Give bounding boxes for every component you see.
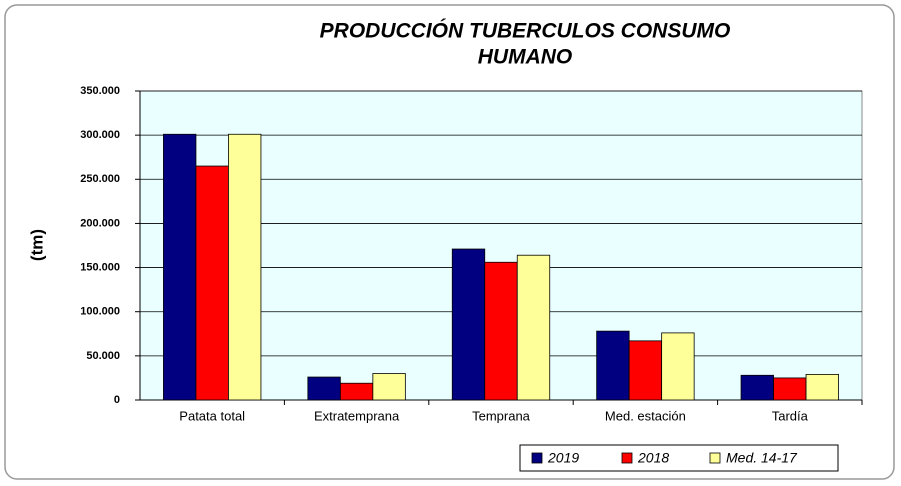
- bar: [661, 332, 695, 401]
- chart-title: HUMANO: [478, 46, 573, 69]
- x-tick-label: Patata total: [179, 408, 245, 423]
- legend-label: 2018: [637, 450, 669, 466]
- y-tick-label: 100.000: [80, 306, 120, 318]
- y-tick-label: 300.000: [80, 129, 120, 141]
- y-tick-label: 150.000: [80, 261, 120, 273]
- bar: [163, 133, 197, 401]
- bar: [372, 373, 406, 401]
- legend-swatch: [531, 452, 543, 464]
- legend-label: Med. 14-17: [726, 450, 798, 466]
- bar: [805, 373, 839, 401]
- legend-swatch: [621, 452, 633, 464]
- bar: [451, 248, 486, 401]
- y-tick-label: 50.000: [86, 350, 120, 362]
- bar: [773, 377, 807, 401]
- bar: [484, 261, 518, 401]
- bar: [228, 133, 262, 401]
- x-tick-label: Med. estación: [605, 408, 686, 423]
- y-tick-label: 250.000: [80, 173, 120, 185]
- y-tick-label: 200.000: [80, 217, 120, 229]
- y-tick-label: 350.000: [80, 85, 120, 97]
- y-tick-label: 0: [114, 394, 120, 406]
- bar: [516, 254, 551, 401]
- bar: [307, 376, 341, 401]
- y-axis-label: (tm): [27, 229, 46, 261]
- x-tick-label: Tardía: [772, 408, 809, 423]
- bar: [596, 330, 630, 401]
- bar: [740, 374, 774, 401]
- legend-swatch: [709, 452, 721, 464]
- bar: [339, 382, 374, 401]
- x-tick-label: Extratemprana: [314, 408, 400, 423]
- bar: [195, 165, 229, 401]
- legend-label: 2019: [547, 450, 579, 466]
- bar: [628, 340, 663, 401]
- chart-title: PRODUCCIÓN TUBERCULOS CONSUMO: [320, 19, 731, 43]
- x-tick-label: Temprana: [472, 408, 531, 423]
- legend-box: [519, 444, 839, 472]
